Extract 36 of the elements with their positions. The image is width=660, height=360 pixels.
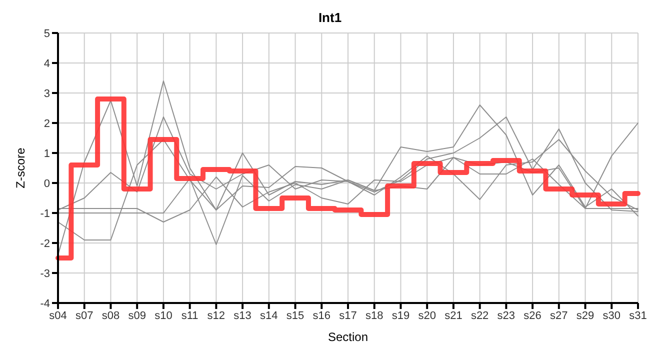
y-tick-label: 3 [44,88,50,100]
x-tick-label: s17 [339,310,357,322]
x-tick-label: s23 [497,310,516,322]
x-tick-label: s30 [602,310,621,322]
x-tick-label: s19 [392,310,410,322]
x-tick-label: s21 [444,310,462,322]
x-tick-label: s07 [75,310,94,322]
x-tick-label: s18 [365,310,384,322]
x-tick-label: s14 [260,310,278,322]
y-tick-label: -3 [40,268,50,280]
y-tick-label: -1 [40,208,50,220]
y-tick-label: -4 [40,298,50,310]
y-tick-label: -2 [40,238,50,250]
y-tick-label: 2 [44,118,50,130]
x-tick-label: s29 [576,310,594,322]
x-tick-label: s26 [524,310,542,322]
x-tick-label: s15 [286,310,304,322]
y-axis-title: Z-score [13,147,28,188]
x-tick-label: s10 [154,310,172,322]
chart-title: Int1 [317,9,343,27]
x-tick-label: s27 [550,310,568,322]
x-tick-label: s11 [181,310,198,322]
x-axis-title: Section [328,330,368,344]
y-tick-label: 1 [44,148,50,160]
x-tick-label: s09 [128,310,146,322]
x-tick-label: s13 [234,310,252,322]
x-tick-label: s12 [207,310,226,322]
x-tick-label: s16 [312,310,331,322]
x-tick-label: s20 [418,310,436,322]
x-tick-label: s22 [470,310,489,322]
y-tick-label: 0 [44,178,50,190]
x-tick-label: s08 [102,310,120,322]
x-tick-label: s31 [629,310,647,322]
y-tick-label: 5 [44,28,50,40]
x-tick-label: s04 [49,310,67,322]
y-tick-label: 4 [44,58,50,70]
